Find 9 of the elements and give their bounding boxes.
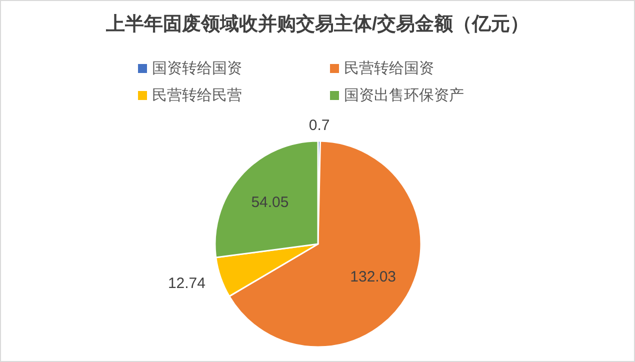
- data-label: 0.7: [308, 117, 330, 134]
- legend-label: 国资出售环保资产: [344, 87, 464, 104]
- legend-label: 民营转给民营: [152, 87, 242, 104]
- data-label: 12.74: [168, 274, 206, 292]
- legend-label: 民营转给国资: [344, 60, 434, 77]
- data-label: 54.05: [251, 194, 289, 211]
- chart-title: 上半年固废领域收并购交易主体/交易金额（亿元）: [104, 13, 530, 35]
- legend-label: 国资转给国资: [152, 60, 242, 77]
- data-label: 132.03: [350, 268, 396, 286]
